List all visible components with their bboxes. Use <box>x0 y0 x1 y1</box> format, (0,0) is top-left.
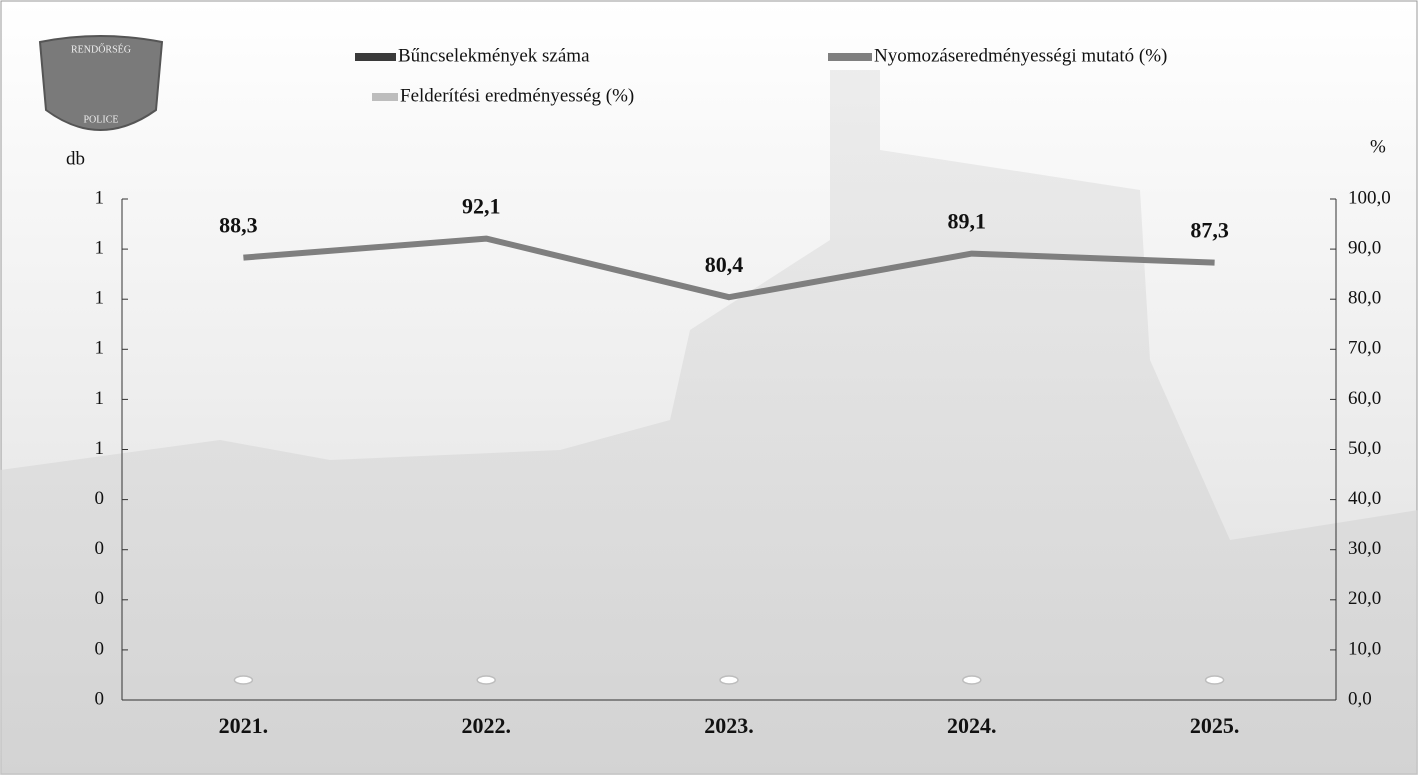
y-tick-label: 1 <box>95 388 105 409</box>
legend-swatch <box>372 93 398 101</box>
legend-label: Nyomozáseredményességi mutató (%) <box>874 45 1167 66</box>
logo-text: RENDŐRSÉG <box>71 43 131 55</box>
y2-tick-label: 20,0 <box>1348 588 1381 609</box>
y-tick-label: 1 <box>95 237 105 258</box>
line <box>243 235 1215 301</box>
y-axis-title: db <box>66 148 85 169</box>
y-tick-label: 1 <box>95 187 105 208</box>
y-tick-label: 0 <box>95 588 105 609</box>
y2-tick-label: 10,0 <box>1348 638 1381 659</box>
y2-tick-label: 50,0 <box>1348 438 1381 459</box>
y2-tick-label: 40,0 <box>1348 488 1381 509</box>
x-tick-label: 2022. <box>461 713 511 738</box>
y-tick-label: 0 <box>95 538 105 559</box>
y-tick-label: 1 <box>95 438 105 459</box>
legend-label: Bűncselekmények száma <box>398 45 590 66</box>
marker <box>1204 675 1225 685</box>
y2-tick-label: 100,0 <box>1348 187 1391 208</box>
y2-axis-title: % <box>1370 136 1386 157</box>
y2-tick-label: 0,0 <box>1348 688 1372 709</box>
y-tick-label: 1 <box>95 288 105 309</box>
x-tick-label: 2024. <box>947 713 997 738</box>
marker <box>719 675 739 685</box>
y2-tick-label: 70,0 <box>1348 338 1381 359</box>
data-label: 87,3 <box>1190 218 1229 243</box>
x-tick-label: 2021. <box>219 713 269 738</box>
y-tick-label: 0 <box>95 638 105 659</box>
y-tick-label: 0 <box>95 488 105 509</box>
x-tick-label: 2025. <box>1190 713 1240 738</box>
y2-tick-label: 80,0 <box>1348 288 1381 309</box>
y2-tick-label: 60,0 <box>1348 388 1381 409</box>
y-tick-label: 0 <box>95 688 105 709</box>
data-label: 80,4 <box>705 252 744 277</box>
logo: RENDŐRSÉG POLICE <box>38 35 164 131</box>
marker <box>233 675 254 685</box>
legend-label: Felderítési eredményesség (%) <box>400 85 634 106</box>
data-label: 92,1 <box>462 194 501 219</box>
marker <box>476 675 496 685</box>
marker <box>962 675 982 685</box>
data-label: 89,1 <box>948 209 987 234</box>
legend-swatch <box>355 53 396 61</box>
y-tick-label: 1 <box>95 338 105 359</box>
y2-tick-label: 30,0 <box>1348 538 1381 559</box>
logo-text: POLICE <box>84 114 119 125</box>
building-illustration <box>0 70 1418 775</box>
y2-tick-label: 90,0 <box>1348 237 1381 258</box>
data-label: 88,3 <box>219 213 258 238</box>
legend-swatch <box>828 53 872 61</box>
x-tick-label: 2023. <box>704 713 754 738</box>
